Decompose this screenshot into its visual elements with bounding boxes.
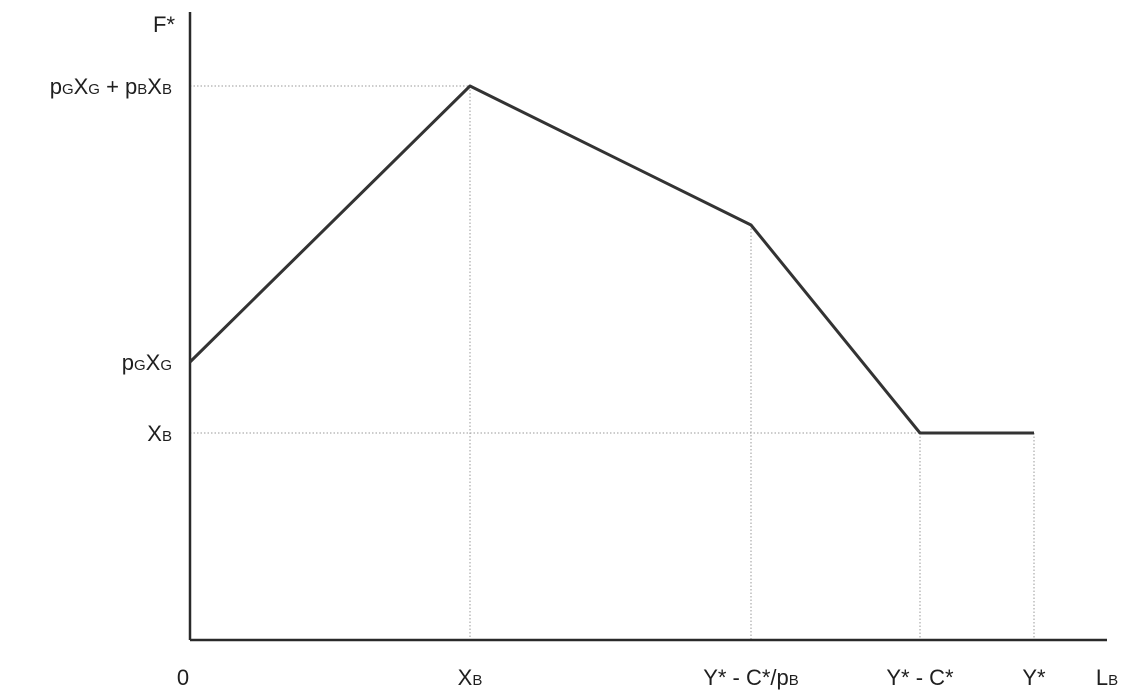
x-tick-label: 0 <box>177 665 189 690</box>
curve-line <box>188 84 1034 435</box>
x-axis-label: LB <box>1096 665 1118 690</box>
y-tick-label: XB <box>147 421 172 446</box>
x-tick-label: Y* - C*/pB <box>703 665 799 690</box>
y-axis-label: F* <box>153 12 175 37</box>
y-tick-label: pGXG <box>122 350 172 375</box>
guide-lines <box>190 85 1035 640</box>
x-tick-label: XB <box>458 665 483 690</box>
y-tick-label: pGXG + pBXB <box>50 74 172 99</box>
labels: F* LB pGXG + pBXB pGXG XB 0 XB Y* - C*/pB Y* - C… <box>50 12 1118 690</box>
x-tick-label: Y* - C* <box>886 665 954 690</box>
x-tick-label: Y* <box>1022 665 1046 690</box>
